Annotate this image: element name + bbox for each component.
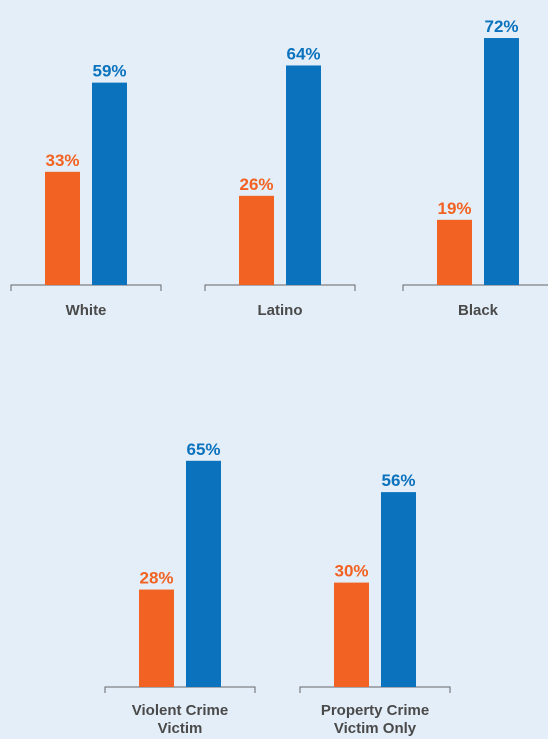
bar-black-series-2	[484, 38, 519, 285]
data-label-black-series-2: 72%	[484, 17, 518, 36]
category-label-property-crime-victim-only-line-2: Victim Only	[334, 720, 417, 737]
race-chart-panel: 33% 59% White 26% 64% Latino 19% 72% Black	[10, 17, 548, 319]
data-label-white-series-1: 33%	[45, 151, 79, 170]
bar-latino-series-2	[286, 65, 321, 285]
bar-violent-crime-victim-series-1	[139, 589, 174, 687]
data-label-latino-series-2: 64%	[286, 44, 320, 63]
category-label-black: Black	[458, 302, 499, 319]
data-label-latino-series-1: 26%	[239, 175, 273, 194]
data-label-violent-crime-victim-series-2: 65%	[186, 440, 220, 459]
category-label-violent-crime-victim-line-2: Victim	[158, 720, 203, 737]
data-label-property-crime-victim-only-series-1: 30%	[334, 562, 368, 581]
data-label-violent-crime-victim-series-1: 28%	[139, 569, 173, 588]
data-label-white-series-2: 59%	[92, 62, 126, 81]
bar-violent-crime-victim-series-2	[186, 460, 221, 687]
bar-white-series-2	[92, 82, 127, 285]
bar-latino-series-1	[239, 195, 274, 285]
bar-black-series-1	[437, 219, 472, 285]
category-label-latino: Latino	[258, 302, 303, 319]
category-label-white: White	[66, 302, 107, 319]
bar-property-crime-victim-only-series-2	[381, 492, 416, 687]
bar-white-series-1	[45, 171, 80, 285]
data-label-black-series-1: 19%	[437, 199, 471, 218]
data-label-property-crime-victim-only-series-2: 56%	[381, 471, 415, 490]
category-label-violent-crime-victim-line-1: Violent Crime	[132, 702, 228, 719]
category-label-property-crime-victim-only-line-1: Property Crime	[321, 702, 429, 719]
bar-property-crime-victim-only-series-1	[334, 582, 369, 687]
